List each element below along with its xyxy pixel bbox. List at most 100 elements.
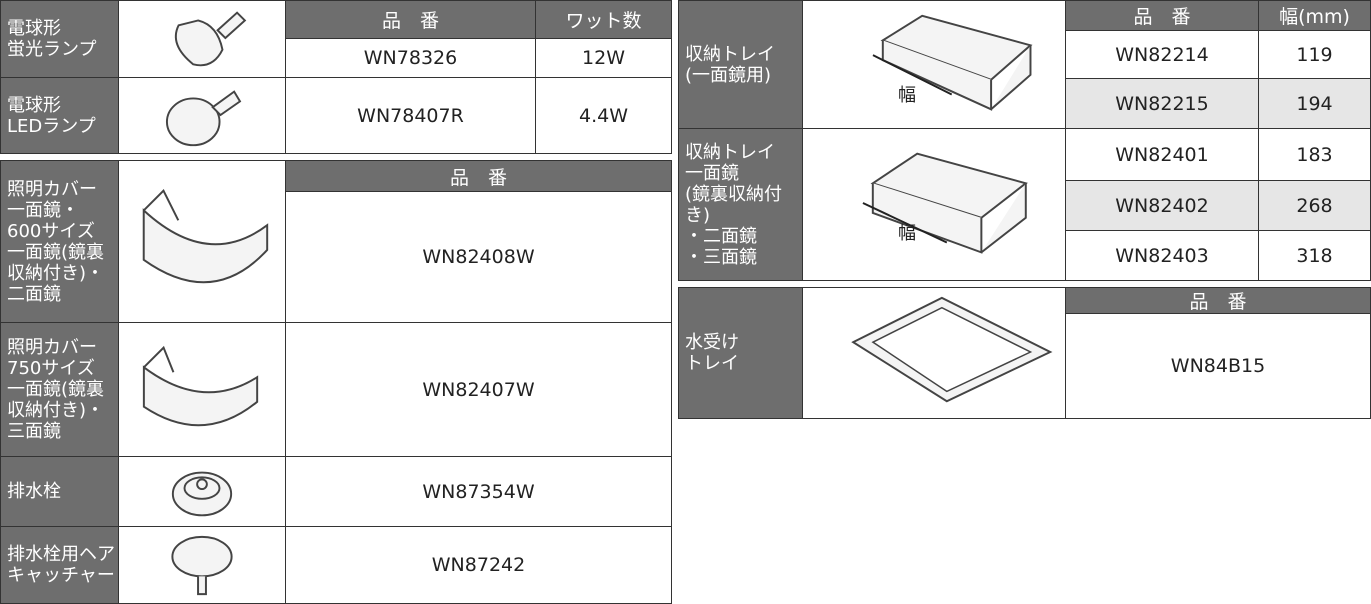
row-label: 収納トレイ 一面鏡 (鏡裏収納付き) ・二面鏡 ・三面鏡 <box>678 128 803 281</box>
label-line: 収納トレイ <box>685 141 775 163</box>
row-label: 排水栓 <box>0 456 119 527</box>
part-number: WN82408W <box>422 246 535 268</box>
label-line: 収納付き)・ <box>7 400 105 421</box>
row-label: 電球形 LEDランプ <box>0 77 119 154</box>
illustration <box>872 14 1033 111</box>
label-line: 三面鏡 <box>7 421 61 442</box>
product-image <box>118 160 286 323</box>
part-number-cell: WN78407R <box>285 77 536 154</box>
width-cell: 318 <box>1258 230 1371 281</box>
header: ワット数 <box>565 10 642 32</box>
label-line: 電球形 <box>7 18 61 39</box>
width-cell: 119 <box>1258 30 1371 79</box>
product-image <box>118 0 286 78</box>
illustration <box>142 188 269 284</box>
label-line: 一面鏡・ <box>7 199 79 221</box>
wattage-cell: 12W <box>535 38 672 78</box>
label-line: 水受け <box>685 332 739 353</box>
row-label: 電球形 蛍光ランプ <box>0 0 119 78</box>
label-line: 一面鏡 <box>685 162 739 184</box>
label-line: 600サイズ <box>7 220 95 242</box>
label-line: ・三面鏡 <box>685 246 757 268</box>
header-cell: ワット数 <box>535 0 672 39</box>
row-label: 照明カバー 一面鏡・ 600サイズ 一面鏡(鏡裏 収納付き)・ 二面鏡 <box>0 160 119 323</box>
part-number: WN82214 <box>1115 43 1209 66</box>
label-line: トレイ <box>685 353 739 374</box>
label-line: 750サイズ <box>7 358 95 379</box>
label-line: 一面鏡(鏡裏 <box>7 241 105 263</box>
header: 品 番 <box>449 166 507 189</box>
header: 品 番 <box>1189 291 1247 313</box>
header: 品 番 <box>1133 6 1191 28</box>
product-image: 幅 <box>802 128 1066 281</box>
part-number: WN82215 <box>1115 92 1209 115</box>
label-line: 収納トレイ <box>685 43 775 65</box>
part-number: WN82407W <box>422 378 535 401</box>
label-line: (鏡裏収納付き) <box>685 183 783 226</box>
header-cell: 品 番 <box>1065 287 1371 314</box>
wattage: 4.4W <box>578 104 628 127</box>
width-label: 幅 <box>898 85 916 106</box>
width: 268 <box>1296 194 1333 217</box>
header-cell: 品 番 <box>285 0 536 39</box>
part-number-cell: WN82401 <box>1065 128 1259 181</box>
row-label: 排水栓用ヘア キャッチャー <box>0 526 119 604</box>
part-number: WN78326 <box>363 47 458 69</box>
label-line: 排水栓用ヘア <box>7 544 115 565</box>
illustration <box>174 11 247 67</box>
row-label: 収納トレイ (一面鏡用) <box>678 0 803 129</box>
wattage: 12W <box>582 47 625 69</box>
label-line: 照明カバー <box>7 337 97 358</box>
part-number-cell: WN82408W <box>285 191 672 323</box>
width-label: 幅 <box>898 223 916 244</box>
part-number-cell: WN82407W <box>285 322 672 457</box>
part-number: WN84B15 <box>1170 355 1266 377</box>
width: 194 <box>1296 92 1333 115</box>
product-image <box>802 287 1066 419</box>
illustration <box>142 345 259 427</box>
label-line: LEDランプ <box>7 115 96 137</box>
label-line: 蛍光ランプ <box>7 39 97 60</box>
illustration <box>851 296 1053 403</box>
width-cell: 268 <box>1258 180 1371 231</box>
label-line: 排水栓 <box>7 481 61 502</box>
label-line: キャッチャー <box>7 565 115 586</box>
width-cell: 194 <box>1258 78 1371 129</box>
product-image <box>118 77 286 154</box>
width: 318 <box>1296 244 1333 267</box>
label-line: 収納付き)・ <box>7 262 105 284</box>
illustration <box>171 535 233 596</box>
part-number: WN82403 <box>1115 244 1209 267</box>
part-number: WN82402 <box>1115 194 1209 217</box>
part-number-cell: WN82215 <box>1065 78 1259 129</box>
row-label: 水受け トレイ <box>678 287 803 419</box>
product-image <box>118 456 286 527</box>
illustration <box>165 90 242 147</box>
part-number: WN82401 <box>1115 143 1209 166</box>
header: 幅(mm) <box>1279 6 1350 28</box>
product-image <box>118 526 286 604</box>
part-number: WN87354W <box>422 480 535 503</box>
label-line: 照明カバー <box>7 178 97 200</box>
part-number: WN78407R <box>357 104 464 127</box>
label-line: 電球形 <box>7 94 61 116</box>
label-line: ・二面鏡 <box>685 225 757 247</box>
part-number-cell: WN82402 <box>1065 180 1259 231</box>
illustration <box>862 152 1028 254</box>
part-number: WN87242 <box>431 554 526 576</box>
part-number-cell: WN87242 <box>285 526 672 604</box>
part-number-cell: WN82214 <box>1065 30 1259 79</box>
label-line: (一面鏡用) <box>685 64 772 86</box>
illustration <box>171 471 233 517</box>
part-number-cell: WN78326 <box>285 38 536 78</box>
width: 119 <box>1296 43 1333 66</box>
part-number-cell: WN84B15 <box>1065 313 1371 419</box>
label-line: 一面鏡(鏡裏 <box>7 379 105 400</box>
row-label: 照明カバー 750サイズ 一面鏡(鏡裏 収納付き)・ 三面鏡 <box>0 322 119 457</box>
header-cell: 幅(mm) <box>1258 0 1371 31</box>
product-image <box>118 322 286 457</box>
width: 183 <box>1296 143 1333 166</box>
part-number-cell: WN87354W <box>285 456 672 527</box>
header-cell: 品 番 <box>285 160 672 192</box>
